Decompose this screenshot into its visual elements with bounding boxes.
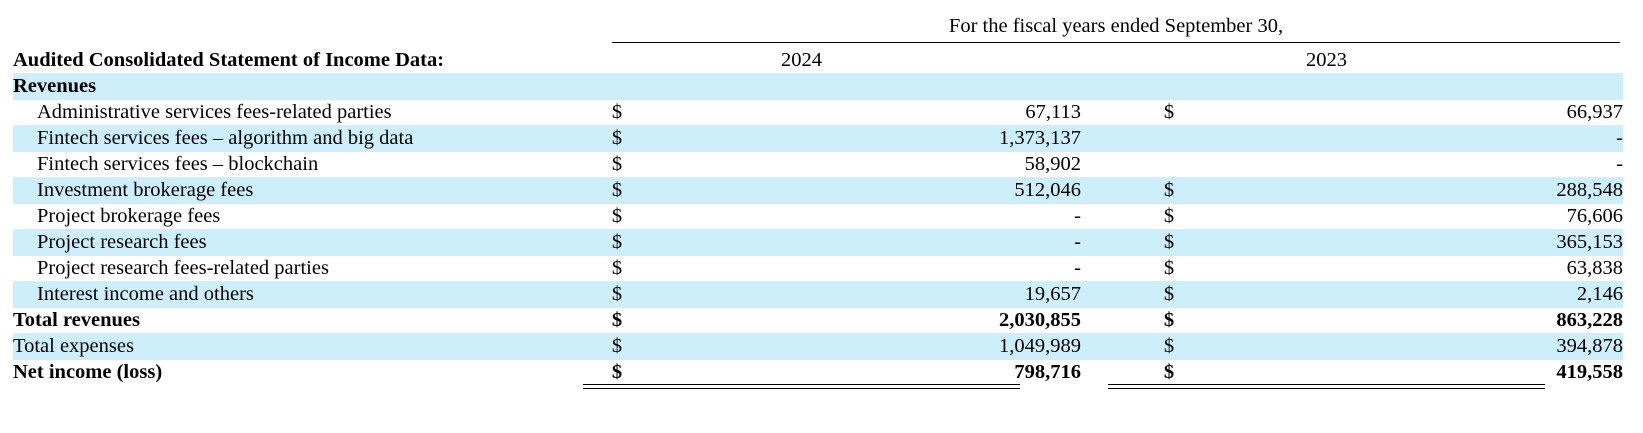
net-income-2024-double-rule	[583, 384, 1020, 389]
amount-2023: 394,878	[1556, 335, 1623, 357]
row-label: Total expenses	[13, 335, 134, 357]
amount-2023: 365,153	[1556, 231, 1623, 253]
row-label: Administrative services fees-related par…	[37, 101, 392, 123]
currency-symbol-2023: $	[1163, 361, 1175, 383]
amount-2024: 798,716	[1014, 361, 1081, 383]
currency-symbol-2023: $	[1163, 283, 1175, 305]
currency-symbol-2023: $	[1163, 205, 1175, 227]
amount-2023: 288,548	[1556, 179, 1623, 201]
amount-2023: 63,838	[1566, 257, 1623, 279]
currency-symbol-2024: $	[611, 257, 623, 279]
currency-symbol-2023: $	[1163, 335, 1175, 357]
table-row: Project research fees $ - $365,153	[13, 229, 1623, 256]
currency-symbol-2023: $	[1163, 179, 1175, 201]
amount-2023: -	[1616, 127, 1623, 149]
table-row: Total revenues $2,030,855 $863,228	[13, 307, 1623, 334]
amount-2024: 1,373,137	[999, 127, 1081, 149]
amount-2024: 19,657	[1024, 283, 1081, 305]
period-header-rule	[612, 42, 1620, 43]
currency-symbol-2024: $	[611, 101, 623, 123]
table-row: Total expenses $1,049,989 $394,878	[13, 333, 1623, 360]
currency-symbol-2024: $	[611, 127, 623, 149]
amount-2023: -	[1616, 153, 1623, 175]
currency-symbol-2024: $	[611, 361, 623, 383]
currency-symbol-2023: $	[1163, 309, 1175, 331]
row-label: Investment brokerage fees	[37, 179, 254, 201]
currency-symbol-2024: $	[611, 335, 623, 357]
currency-symbol-2023: $	[1163, 231, 1175, 253]
row-label: Total revenues	[13, 309, 140, 331]
currency-symbol-2024: $	[611, 205, 623, 227]
currency-symbol-2024: $	[611, 283, 623, 305]
row-label: Net income (loss)	[13, 361, 163, 383]
currency-symbol-2024: $	[611, 179, 623, 201]
amount-2024: 58,902	[1024, 153, 1081, 175]
table-row: Project brokerage fees $ - $76,606	[13, 203, 1623, 230]
amount-2024: 67,113	[1025, 101, 1081, 123]
currency-symbol-2024: $	[611, 153, 623, 175]
table-row: Administrative services fees-related par…	[13, 99, 1623, 126]
year-header-2023: 2023	[1306, 49, 1347, 71]
amount-2023: 76,606	[1566, 205, 1623, 227]
row-label: Project research fees	[37, 231, 207, 253]
row-label: Fintech services fees – algorithm and bi…	[37, 127, 414, 149]
row-label: Project research fees-related parties	[37, 257, 329, 279]
amount-2023: 863,228	[1556, 309, 1623, 331]
table-row: Project research fees-related parties $ - $…	[13, 255, 1623, 282]
currency-symbol-2023: $	[1163, 257, 1175, 279]
net-income-2023-double-rule	[1108, 384, 1545, 389]
table-row: Net income (loss) $798,716 $419,558	[13, 359, 1623, 386]
row-label: Project brokerage fees	[37, 205, 221, 227]
amount-2023: 419,558	[1556, 361, 1623, 383]
currency-symbol-2024: $	[611, 309, 623, 331]
period-header: For the fiscal years ended September 30,	[948, 15, 1284, 37]
row-label: Revenues	[13, 75, 97, 97]
table-row: Revenues	[13, 73, 1623, 100]
currency-symbol-2023: $	[1163, 101, 1175, 123]
amount-2024: -	[1074, 205, 1081, 227]
table-row: Interest income and others $19,657 $2,146	[13, 281, 1623, 308]
amount-2023: 66,937	[1566, 101, 1623, 123]
row-label: Fintech services fees – blockchain	[37, 153, 319, 175]
table-row: Fintech services fees – algorithm and bi…	[13, 125, 1623, 152]
table-row: Investment brokerage fees $512,046 $288,54…	[13, 177, 1623, 204]
table-row: Fintech services fees – blockchain $58,90…	[13, 151, 1623, 178]
amount-2024: 1,049,989	[999, 335, 1081, 357]
amount-2024: 512,046	[1014, 179, 1081, 201]
year-header-2024: 2024	[781, 49, 822, 71]
currency-symbol-2024: $	[611, 231, 623, 253]
section-title: Audited Consolidated Statement of Income…	[13, 49, 445, 71]
amount-2024: -	[1074, 257, 1081, 279]
row-label: Interest income and others	[37, 283, 254, 305]
amount-2024: 2,030,855	[999, 309, 1081, 331]
amount-2024: -	[1074, 231, 1081, 253]
amount-2023: 2,146	[1576, 283, 1623, 305]
